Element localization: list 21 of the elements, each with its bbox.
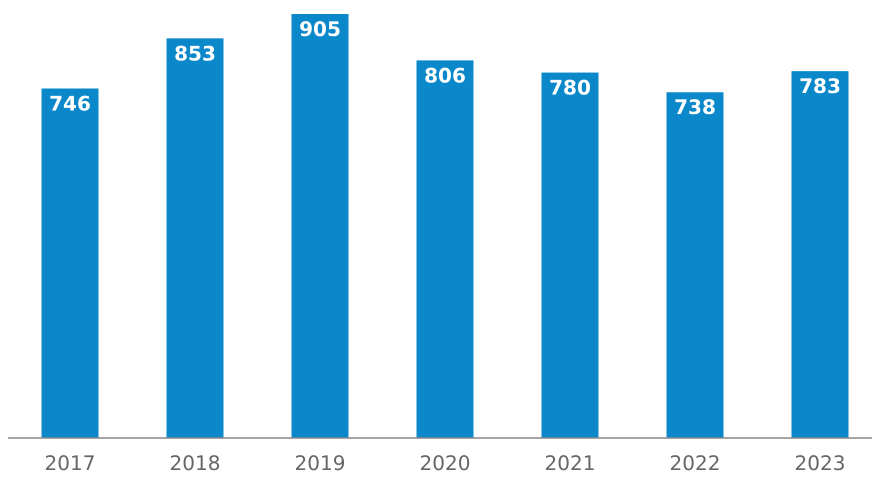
data-label: 806 [424, 63, 466, 88]
bar [166, 38, 224, 438]
data-label: 905 [299, 17, 341, 41]
x-tick-label: 2017 [44, 451, 96, 476]
data-label: 738 [674, 95, 716, 120]
bar [666, 92, 724, 438]
bar [416, 60, 474, 438]
x-tick-label: 2019 [294, 451, 346, 476]
bar [542, 72, 598, 438]
data-label: 783 [799, 74, 841, 98]
data-label: 746 [49, 91, 91, 116]
data-label: 853 [174, 41, 216, 66]
bar [792, 71, 848, 438]
x-tick-label: 2022 [670, 451, 720, 476]
x-tick-label: 2018 [170, 451, 220, 476]
bar [42, 88, 98, 438]
data-label: 780 [549, 76, 591, 100]
x-tick-label: 2021 [544, 451, 596, 476]
x-tick-label: 2020 [420, 451, 470, 476]
bar [292, 14, 348, 438]
x-tick-label: 2023 [794, 451, 846, 476]
